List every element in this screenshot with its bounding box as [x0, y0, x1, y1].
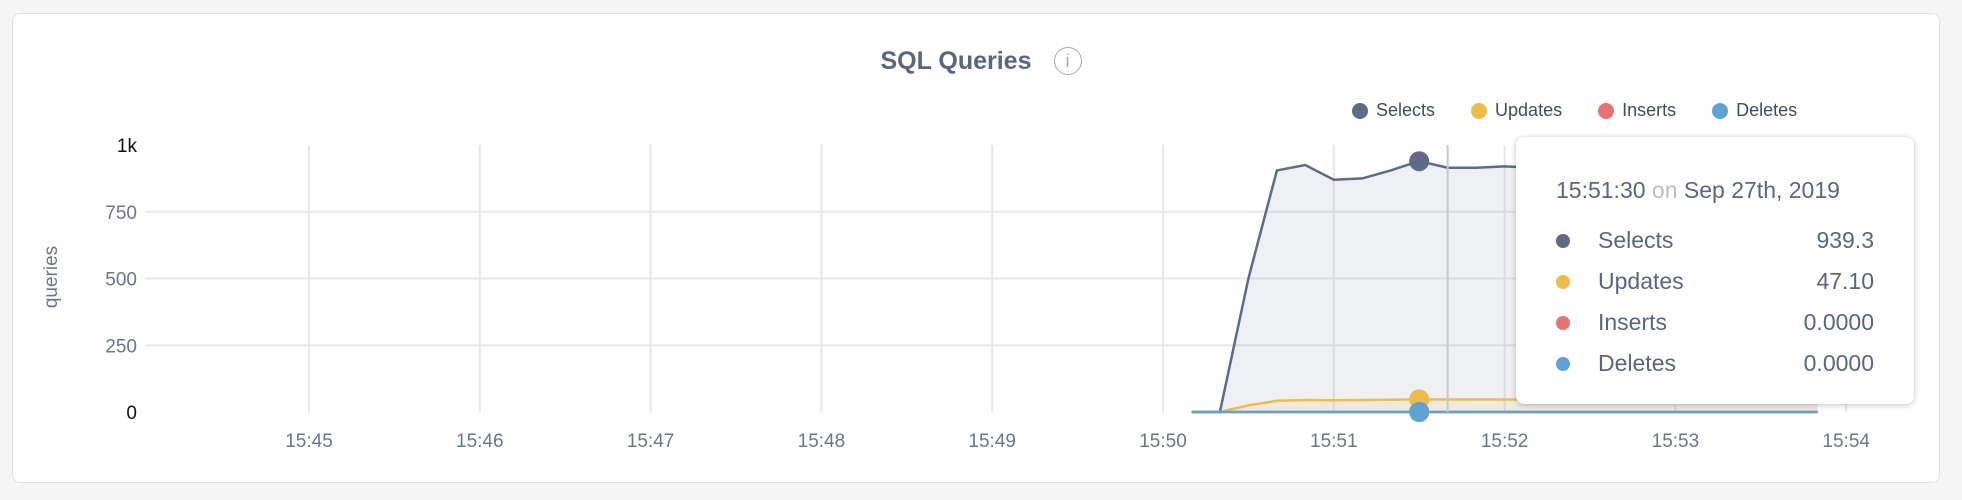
x-tick-label: 15:50	[1139, 431, 1187, 452]
hover-point-selects	[1409, 151, 1430, 172]
tooltip-date: Sep 27th, 2019	[1683, 177, 1840, 203]
y-tick-label: 250	[105, 336, 137, 357]
tooltip-time: 15:51:30	[1556, 177, 1646, 203]
tooltip-on: on	[1651, 177, 1678, 203]
tooltip-series-value: 939.3	[1816, 227, 1874, 253]
legend-label: Updates	[1495, 100, 1563, 120]
x-tick-label: 15:46	[456, 431, 504, 452]
hover-tooltip: 15:51:30 on Sep 27th, 2019 Selects 939.3 …	[1516, 137, 1914, 404]
tooltip-series-name: Inserts	[1598, 309, 1668, 335]
y-tick-label: 0	[126, 403, 137, 424]
tooltip-series-name: Updates	[1598, 268, 1684, 294]
legend-label: Inserts	[1622, 100, 1677, 120]
y-tick-label: 750	[105, 203, 137, 224]
legend-item-inserts[interactable]: Inserts	[1598, 100, 1676, 121]
tooltip-series-name: Deletes	[1598, 350, 1676, 376]
legend-dot-icon	[1712, 102, 1729, 119]
legend-label: Deletes	[1736, 100, 1798, 120]
x-tick-label: 15:54	[1822, 431, 1870, 452]
legend-dot-icon	[1471, 102, 1488, 119]
x-tick-label: 15:51	[1310, 431, 1358, 452]
legend-item-selects[interactable]: Selects	[1352, 100, 1435, 121]
legend: Selects Updates Inserts Deletes	[1352, 100, 1797, 121]
info-circle-icon[interactable]: i	[1053, 47, 1082, 76]
series-dot-icon	[1556, 233, 1570, 248]
y-tick-label: 1k	[117, 136, 138, 157]
chart-title: SQL Queries	[880, 46, 1032, 75]
x-tick-label: 15:52	[1481, 431, 1529, 452]
tooltip-series-value: 0.0000	[1803, 350, 1874, 376]
y-tick-label: 500	[105, 270, 137, 291]
tooltip-timestamp: 15:51:30 on Sep 27th, 2019	[1556, 177, 1874, 204]
x-tick-label: 15:45	[285, 431, 333, 452]
legend-item-deletes[interactable]: Deletes	[1712, 100, 1797, 121]
x-tick-label: 15:49	[968, 431, 1016, 452]
series-dot-icon	[1556, 356, 1570, 371]
legend-label: Selects	[1376, 100, 1436, 120]
tooltip-row-deletes: Deletes 0.0000	[1556, 343, 1874, 384]
tooltip-series-name: Selects	[1598, 227, 1674, 253]
hover-point-deletes	[1409, 402, 1430, 422]
x-tick-label: 15:53	[1652, 431, 1700, 452]
legend-dot-icon	[1598, 102, 1615, 119]
series-dot-icon	[1556, 315, 1570, 330]
legend-dot-icon	[1352, 102, 1368, 119]
series-dot-icon	[1556, 274, 1570, 289]
y-axis-label: queries	[41, 246, 62, 308]
tooltip-series-value: 0.0000	[1803, 309, 1874, 335]
x-tick-label: 15:47	[627, 431, 675, 452]
tooltip-row-updates: Updates 47.10	[1556, 261, 1874, 302]
tooltip-series-value: 47.10	[1816, 268, 1874, 294]
chart-title-row: SQL Queries i	[0, 46, 1962, 76]
legend-item-updates[interactable]: Updates	[1471, 100, 1562, 121]
tooltip-row-selects: Selects 939.3	[1556, 220, 1874, 261]
x-tick-label: 15:48	[798, 431, 846, 452]
tooltip-row-inserts: Inserts 0.0000	[1556, 302, 1874, 343]
